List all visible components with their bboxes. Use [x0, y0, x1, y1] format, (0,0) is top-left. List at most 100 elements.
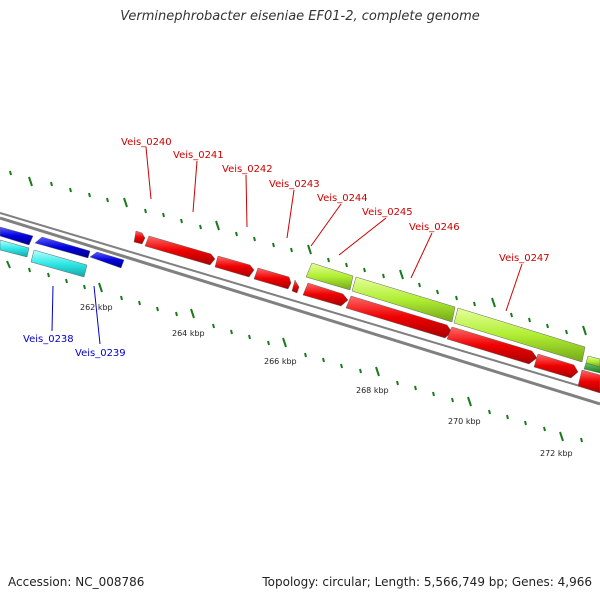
tick-mark	[230, 329, 233, 335]
gene-labels-upper: Veis_0240 Veis_0241 Veis_0242 Veis_0243 …	[121, 137, 550, 264]
gene-arrow	[577, 369, 600, 394]
tick-mark	[83, 284, 86, 290]
tick-mark	[546, 323, 549, 329]
gene-arrow	[533, 353, 579, 379]
tick-mark	[156, 306, 159, 312]
tick-mark	[190, 308, 195, 319]
leader-line	[93, 285, 101, 345]
tick-mark	[138, 300, 141, 306]
backbone-lower-line	[0, 216, 600, 406]
gene-arrow	[214, 255, 255, 278]
gene-arrow	[133, 230, 146, 245]
tick-mark	[510, 312, 513, 318]
tick-mark	[363, 267, 366, 273]
tick-mark	[106, 197, 109, 203]
gene-arrow	[89, 251, 125, 269]
gene-label: Veis_0239	[75, 348, 126, 359]
tick-mark	[375, 366, 380, 377]
genome-backbone	[0, 212, 600, 406]
scale-label: 264 kbp	[172, 329, 205, 338]
tick-mark	[199, 224, 202, 230]
tick-mark	[414, 385, 417, 391]
tick-mark	[123, 197, 128, 208]
gene-arrow	[583, 362, 600, 374]
tick-mark	[327, 257, 330, 263]
label-leaders-upper	[145, 146, 523, 312]
tick-mark	[180, 218, 183, 224]
tick-mark	[396, 380, 399, 386]
leader-line	[51, 285, 54, 332]
scale-label: 268 kbp	[356, 386, 389, 395]
leader-line	[245, 174, 248, 228]
gene-arrow	[0, 239, 30, 258]
tick-mark	[399, 269, 404, 280]
tick-mark	[47, 272, 50, 278]
tick-row-lower	[6, 260, 583, 443]
gene-arrow	[253, 267, 292, 290]
tick-row-upper	[9, 170, 587, 336]
tick-mark	[528, 317, 531, 323]
gene-labels-lower: Veis_0238 Veis_0239	[23, 334, 126, 359]
tick-mark	[455, 295, 458, 301]
tick-mark	[9, 170, 12, 176]
tick-mark	[253, 236, 256, 242]
leader-line	[310, 203, 342, 247]
backbone-upper-line	[0, 212, 600, 393]
tick-mark	[359, 368, 362, 374]
gene-arrow	[305, 262, 354, 291]
tick-mark	[69, 187, 72, 193]
lower-strand-genes	[0, 239, 600, 394]
tick-mark	[175, 311, 178, 317]
scale-label: 262 kbp	[80, 303, 113, 312]
tick-mark	[304, 352, 307, 358]
gene-arrow	[446, 326, 538, 365]
gene-arrow	[585, 355, 600, 368]
gene-arrow	[34, 236, 91, 259]
gene-arrow	[291, 279, 300, 294]
tick-mark	[272, 242, 275, 248]
gene-arrow	[30, 249, 88, 278]
tick-mark	[144, 208, 147, 214]
gene-label: Veis_0242	[222, 164, 273, 175]
tick-mark	[120, 295, 123, 301]
tick-mark	[580, 437, 583, 443]
tick-mark	[65, 278, 68, 284]
tick-mark	[50, 181, 53, 187]
tick-mark	[451, 397, 454, 403]
tick-mark	[215, 220, 220, 231]
tick-mark	[307, 244, 312, 255]
tick-mark	[340, 363, 343, 369]
tick-mark	[559, 431, 564, 442]
genome-summary-text: Topology: circular; Length: 5,566,749 bp…	[262, 575, 592, 589]
leader-line	[286, 189, 295, 239]
leader-line	[145, 146, 152, 200]
gene-arrow	[351, 276, 456, 323]
tick-mark	[488, 409, 491, 415]
tick-mark	[436, 289, 439, 295]
tick-mark	[491, 297, 496, 308]
tick-mark	[506, 414, 509, 420]
leader-line	[338, 217, 387, 256]
tick-mark	[524, 420, 527, 426]
leader-line	[505, 263, 523, 312]
tick-mark	[267, 340, 270, 346]
tick-mark	[345, 262, 348, 268]
scale-labels: 262 kbp 264 kbp 266 kbp 268 kbp 270 kbp …	[80, 303, 573, 458]
gene-arrow	[0, 226, 34, 246]
leader-line	[410, 232, 433, 279]
tick-mark	[98, 282, 103, 293]
scale-label: 272 kbp	[540, 449, 573, 458]
gene-label: Veis_0241	[173, 150, 224, 161]
gene-label: Veis_0243	[269, 179, 320, 190]
tick-mark	[88, 192, 91, 198]
gene-label: Veis_0246	[409, 222, 460, 233]
scale-label: 266 kbp	[264, 357, 297, 366]
scale-label: 270 kbp	[448, 417, 481, 426]
tick-mark	[473, 301, 476, 307]
gene-label: Veis_0247	[499, 253, 550, 264]
accession-text: Accession: NC_008786	[8, 575, 145, 589]
upper-strand-genes	[0, 226, 600, 374]
gene-label: Veis_0240	[121, 137, 172, 148]
label-leaders-lower	[51, 285, 101, 345]
tick-mark	[322, 357, 325, 363]
